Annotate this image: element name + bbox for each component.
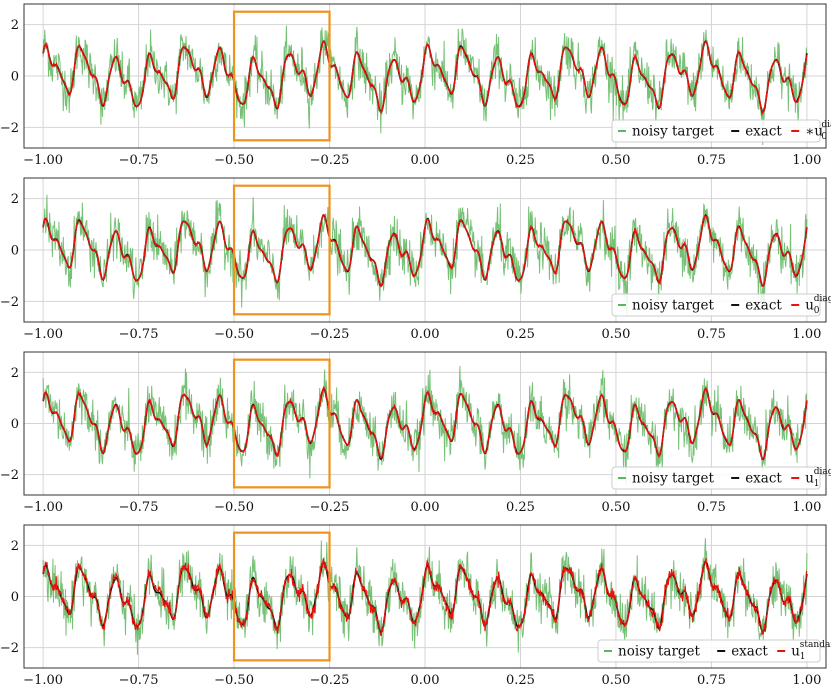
x-tick-label-7: 0.75	[697, 327, 726, 342]
legend-label-2: u	[805, 298, 814, 314]
subplot-4: −1.00 −0.75 −0.50 −0.25 0.00 0.25 0.50 0.75 1.00…	[0, 524, 831, 687]
x-tick-label-4: 0.00	[411, 673, 440, 687]
x-tick-label-8: 1.00	[792, 153, 821, 168]
legend-label-0: noisy target	[632, 124, 715, 140]
x-tick-label-1: −0.75	[119, 673, 159, 687]
x-tick-label-2: −0.50	[214, 500, 254, 515]
series-prediction	[42, 39, 808, 117]
y-tick-label-0: −2	[0, 468, 19, 483]
legend-box	[611, 293, 821, 317]
x-tick-label-2: −0.50	[214, 153, 254, 168]
subplot-1: −1.00 −0.75 −0.50 −0.25 0.00 0.25 0.50 0.75 1.00…	[0, 3, 831, 168]
legend-subscript-2: 0	[814, 306, 820, 316]
legend-label-2: ∗u	[805, 124, 823, 140]
highlight-box	[232, 531, 331, 662]
x-tick-label-3: −0.25	[310, 673, 350, 687]
y-tick-label-2: 2	[11, 192, 19, 207]
y-tick-label-2: 2	[11, 366, 19, 381]
legend-label-2: u	[805, 471, 814, 487]
y-tick-label-1: 0	[11, 417, 19, 432]
axes-frame	[23, 524, 827, 669]
axes-frame	[23, 351, 827, 496]
highlight-box	[232, 358, 331, 489]
x-tick-label-5: 0.25	[506, 153, 535, 168]
legend-label-1: exact	[731, 644, 768, 660]
plot-area	[42, 538, 808, 655]
legend-label-0: noisy target	[618, 644, 701, 660]
x-tick-label-8: 1.00	[792, 327, 821, 342]
series-noisy-target	[42, 194, 808, 315]
subplot-3: −1.00 −0.75 −0.50 −0.25 0.00 0.25 0.50 0.75 1.00…	[0, 351, 831, 515]
x-tick-label-2: −0.50	[214, 327, 254, 342]
plot-area	[42, 25, 808, 146]
axes-frame	[23, 177, 827, 323]
x-tick-label-5: 0.25	[506, 500, 535, 515]
legend-label-1: exact	[745, 124, 782, 140]
series-prediction	[42, 213, 808, 288]
series-prediction	[42, 558, 808, 637]
x-tick-label-7: 0.75	[697, 153, 726, 168]
legend-label-2: u	[791, 644, 800, 660]
x-tick-label-6: 0.50	[601, 673, 630, 687]
x-tick-label-4: 0.00	[411, 327, 440, 342]
axes-frame	[23, 3, 827, 149]
highlight-box	[232, 184, 331, 316]
legend-superscript-2: diag	[821, 120, 831, 130]
x-tick-label-7: 0.75	[697, 673, 726, 687]
legend-label-0: noisy target	[632, 298, 715, 314]
x-tick-label-0: −1.00	[23, 673, 63, 687]
legend-box	[597, 639, 821, 663]
x-tick-label-6: 0.50	[601, 153, 630, 168]
y-tick-label-0: −2	[0, 641, 19, 656]
x-tick-label-3: −0.25	[310, 153, 350, 168]
series-prediction	[42, 385, 808, 461]
x-tick-label-6: 0.50	[601, 327, 630, 342]
x-tick-label-3: −0.25	[310, 327, 350, 342]
y-tick-label-2: 2	[11, 18, 19, 33]
y-tick-label-1: 0	[11, 244, 19, 259]
legend-label-1: exact	[745, 298, 782, 314]
y-tick-label-1: 0	[11, 590, 19, 605]
legend-subscript-2: 1	[814, 479, 820, 489]
x-tick-label-8: 1.00	[792, 500, 821, 515]
x-tick-label-1: −0.75	[119, 153, 159, 168]
legend: noisy target exact u 1 diag	[611, 466, 831, 490]
x-tick-label-4: 0.00	[411, 153, 440, 168]
y-tick-label-1: 0	[11, 70, 19, 85]
legend: noisy target exact ∗u0 diag	[611, 119, 831, 143]
x-tick-label-1: −0.75	[119, 500, 159, 515]
legend-superscript-2: diag	[814, 467, 831, 477]
x-tick-label-0: −1.00	[23, 153, 63, 168]
x-tick-label-7: 0.75	[697, 500, 726, 515]
plot-area	[42, 366, 808, 484]
x-tick-label-0: −1.00	[23, 500, 63, 515]
highlight-box	[232, 10, 331, 142]
legend-label-1: exact	[745, 471, 782, 487]
x-tick-label-5: 0.25	[506, 327, 535, 342]
legend-superscript-2: diag	[814, 294, 831, 304]
x-tick-label-6: 0.50	[601, 500, 630, 515]
legend-label-0: noisy target	[632, 471, 715, 487]
subplot-2: −1.00 −0.75 −0.50 −0.25 0.00 0.25 0.50 0.75 1.00…	[0, 177, 831, 342]
legend-subscript-2: 0	[821, 132, 827, 142]
x-tick-label-5: 0.25	[506, 673, 535, 687]
legend-subscript-2: 1	[800, 652, 806, 662]
legend-superscript-2: standard	[800, 640, 831, 650]
y-tick-label-2: 2	[11, 539, 19, 554]
x-tick-label-0: −1.00	[23, 327, 63, 342]
y-tick-label-0: −2	[0, 121, 19, 136]
y-tick-label-0: −2	[0, 295, 19, 310]
plot-area	[42, 194, 808, 315]
x-tick-label-3: −0.25	[310, 500, 350, 515]
legend: noisy target exact u 0 diag	[611, 293, 831, 317]
x-tick-label-2: −0.50	[214, 673, 254, 687]
legend-box	[611, 466, 821, 490]
legend: noisy target exact u1 standard	[597, 639, 831, 663]
x-tick-label-4: 0.00	[411, 500, 440, 515]
x-tick-label-8: 1.00	[792, 673, 821, 687]
legend-box	[611, 119, 821, 143]
x-tick-label-1: −0.75	[119, 327, 159, 342]
